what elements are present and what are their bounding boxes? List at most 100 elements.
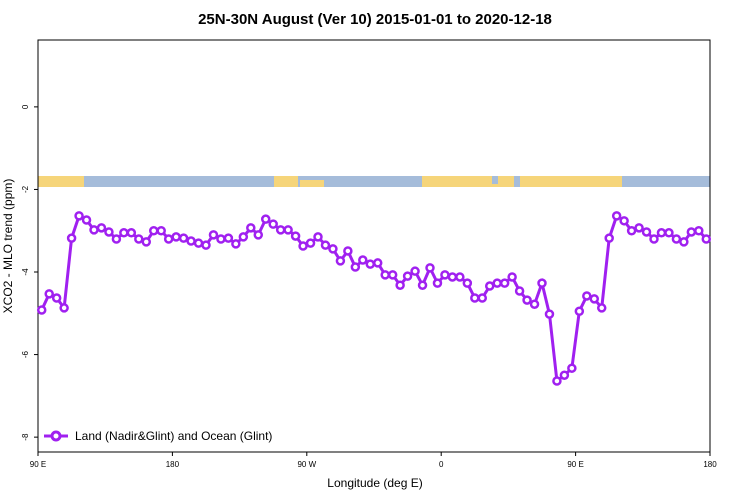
legend-label: Land (Nadir&Glint) and Ocean (Glint) [75, 429, 272, 443]
point [59, 303, 69, 313]
point [641, 227, 652, 237]
x-tick-label: 0 [439, 460, 444, 469]
x-tick-label: 90 E [567, 460, 583, 469]
point [604, 233, 614, 243]
point [417, 280, 428, 290]
point [290, 231, 301, 241]
point [611, 211, 622, 221]
point [350, 262, 361, 272]
point [104, 227, 114, 237]
y-tick-label: -4 [21, 268, 30, 276]
point [656, 228, 667, 238]
point [96, 223, 107, 233]
point [626, 225, 637, 236]
x-tick-label: 180 [703, 460, 717, 469]
point [111, 234, 122, 244]
point [410, 266, 420, 276]
point [649, 234, 659, 244]
point [671, 234, 682, 244]
point [119, 228, 129, 238]
point [343, 246, 353, 256]
point [238, 232, 249, 242]
point [507, 272, 517, 282]
point [470, 293, 480, 303]
point [216, 234, 226, 244]
point [686, 227, 697, 237]
chart-title: 25N-30N August (Ver 10) 2015-01-01 to 20… [198, 11, 552, 28]
point [447, 272, 458, 282]
point [253, 230, 264, 240]
point [619, 216, 629, 226]
point [163, 234, 174, 244]
x-tick-label: 90 W [297, 460, 316, 469]
point [514, 286, 525, 296]
point [193, 238, 204, 248]
y-tick-label: -6 [21, 350, 30, 358]
point [544, 309, 555, 319]
point [484, 281, 495, 291]
point [559, 370, 570, 380]
point [268, 219, 278, 229]
point [582, 291, 592, 301]
point [283, 225, 293, 235]
point [552, 376, 562, 386]
point [679, 237, 689, 247]
point [201, 240, 211, 250]
point [313, 232, 323, 242]
point [260, 214, 271, 224]
point [596, 303, 607, 313]
point [335, 256, 346, 266]
point [328, 244, 338, 254]
point [156, 225, 166, 236]
point [387, 270, 398, 280]
point [44, 289, 54, 299]
point [89, 225, 99, 235]
point [134, 234, 144, 244]
point [231, 239, 241, 249]
point [492, 278, 502, 288]
point [589, 294, 600, 304]
y-axis-label: XCO2 - MLO trend (ppm) [1, 179, 15, 314]
point [701, 234, 712, 244]
point [74, 211, 84, 221]
point [529, 299, 540, 309]
point [320, 240, 331, 250]
point [298, 241, 308, 251]
point [395, 280, 405, 290]
point [208, 230, 219, 240]
point [223, 233, 234, 243]
point [522, 295, 532, 305]
point [186, 236, 196, 246]
point [372, 258, 383, 268]
legend: Land (Nadir&Glint) and Ocean (Glint) [44, 429, 272, 443]
point [81, 215, 92, 225]
plot-frame [37, 39, 711, 453]
x-axis-label: Longitude (deg E) [327, 476, 422, 490]
point [380, 270, 390, 280]
point [51, 293, 62, 303]
x-tick-label: 90 E [30, 460, 46, 469]
point [694, 225, 704, 236]
point [402, 271, 413, 281]
legend-marker [50, 430, 62, 442]
point [148, 225, 159, 236]
point [36, 305, 47, 315]
map-strip [38, 176, 710, 189]
point [537, 278, 547, 288]
y-tick-label: -2 [21, 185, 30, 193]
y-tick-label: 0 [21, 104, 30, 109]
y-tick-label: -8 [21, 433, 30, 441]
point [477, 293, 488, 303]
point [567, 363, 577, 373]
point [634, 223, 644, 233]
point [432, 278, 443, 288]
point [305, 238, 316, 248]
point [66, 233, 77, 243]
point [462, 278, 473, 288]
point [425, 263, 435, 273]
point [499, 278, 510, 288]
point [365, 259, 376, 269]
point [574, 306, 585, 316]
point [126, 228, 137, 238]
